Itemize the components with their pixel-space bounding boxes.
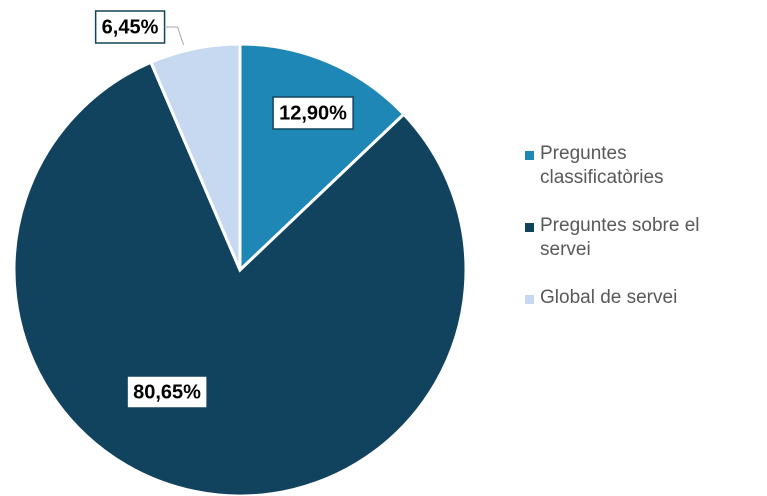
label-box bbox=[126, 375, 208, 409]
legend-label: Preguntes classificatòries bbox=[540, 143, 664, 188]
legend-swatch bbox=[525, 223, 534, 232]
value-label: 6,45% bbox=[102, 16, 159, 38]
legend-item: Global de servei bbox=[522, 286, 722, 310]
legend-swatch bbox=[525, 295, 534, 304]
leader-line bbox=[164, 26, 185, 46]
legend-item: Preguntes classificatòries bbox=[522, 142, 722, 190]
data-label: 6,45% bbox=[94, 10, 166, 44]
label-box bbox=[272, 96, 354, 130]
data-label: 80,65% bbox=[126, 375, 208, 409]
legend-label: Global de servei bbox=[540, 287, 678, 308]
legend-item: Preguntes sobre el servei bbox=[522, 214, 722, 262]
legend-swatch bbox=[525, 151, 534, 160]
pie-slice bbox=[148, 42, 242, 271]
data-label: 12,90% bbox=[272, 96, 354, 130]
legend: Preguntes classificatòries Preguntes sobr… bbox=[522, 142, 722, 310]
value-label: 80,65% bbox=[133, 381, 201, 403]
value-label: 12,90% bbox=[279, 102, 347, 124]
legend-label: Preguntes sobre el servei bbox=[540, 215, 700, 260]
